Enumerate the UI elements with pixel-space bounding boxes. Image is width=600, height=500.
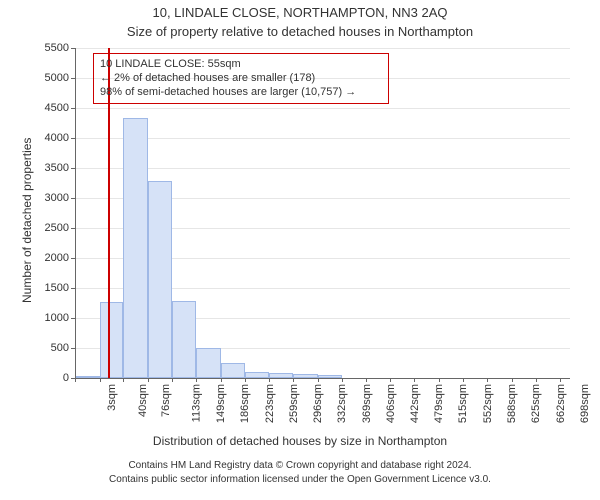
footer-line-1: Contains HM Land Registry data © Crown c…: [0, 460, 600, 471]
x-tick-mark: [390, 378, 391, 382]
x-tick-mark: [172, 378, 173, 382]
y-tick-label: 1000: [45, 312, 75, 324]
annotation-line-3: 98% of semi-detached houses are larger (…: [100, 86, 382, 100]
histogram-bar: [196, 348, 221, 378]
annotation-line-1: 10 LINDALE CLOSE: 55sqm: [100, 58, 382, 72]
chart-supertitle: 10, LINDALE CLOSE, NORTHAMPTON, NN3 2AQ: [0, 5, 600, 20]
y-tick-label: 0: [63, 372, 75, 384]
x-tick-mark: [560, 378, 561, 382]
y-tick-label: 3000: [45, 192, 75, 204]
y-tick-label: 5500: [45, 42, 75, 54]
x-tick-mark: [100, 378, 101, 382]
x-tick-label: 479sqm: [434, 384, 446, 423]
x-tick-label: 698sqm: [579, 384, 591, 423]
x-tick-label: 40sqm: [137, 384, 149, 417]
x-tick-label: 149sqm: [215, 384, 227, 423]
histogram-bar: [172, 301, 197, 378]
x-tick-label: 113sqm: [190, 384, 202, 422]
y-axis-label: Number of detached properties: [20, 138, 34, 303]
histogram-bar: [123, 118, 148, 378]
y-tick-label: 3500: [45, 162, 75, 174]
x-tick-mark: [414, 378, 415, 382]
x-tick-mark: [342, 378, 343, 382]
x-tick-mark: [221, 378, 222, 382]
x-tick-label: 296sqm: [312, 384, 324, 423]
y-tick-label: 4000: [45, 132, 75, 144]
x-tick-label: 625sqm: [530, 384, 542, 423]
x-tick-label: 369sqm: [361, 384, 373, 423]
x-tick-mark: [75, 378, 76, 382]
x-tick-label: 76sqm: [160, 384, 172, 417]
y-tick-label: 2000: [45, 252, 75, 264]
x-tick-label: 588sqm: [506, 384, 518, 423]
y-tick-label: 500: [51, 342, 75, 354]
x-tick-label: 223sqm: [264, 384, 276, 423]
x-tick-mark: [512, 378, 513, 382]
x-tick-label: 3sqm: [106, 384, 118, 411]
y-tick-label: 1500: [45, 282, 75, 294]
chart-title: Size of property relative to detached ho…: [0, 24, 600, 39]
x-tick-mark: [293, 378, 294, 382]
x-tick-mark: [366, 378, 367, 382]
x-tick-mark: [439, 378, 440, 382]
grid-line: [75, 138, 570, 139]
y-tick-label: 5000: [45, 72, 75, 84]
grid-line: [75, 48, 570, 49]
footer-line-2: Contains public sector information licen…: [0, 474, 600, 485]
x-tick-mark: [196, 378, 197, 382]
x-tick-mark: [245, 378, 246, 382]
x-tick-label: 259sqm: [288, 384, 300, 423]
x-tick-mark: [536, 378, 537, 382]
annotation-line-2: ← 2% of detached houses are smaller (178…: [100, 72, 382, 86]
x-tick-label: 662sqm: [555, 384, 567, 423]
x-tick-label: 406sqm: [385, 384, 397, 423]
x-tick-mark: [463, 378, 464, 382]
grid-line: [75, 168, 570, 169]
x-tick-mark: [487, 378, 488, 382]
histogram-bar: [148, 181, 172, 378]
x-tick-mark: [123, 378, 124, 382]
chart-stage: 10, LINDALE CLOSE, NORTHAMPTON, NN3 2AQ …: [0, 0, 600, 500]
x-tick-label: 552sqm: [482, 384, 494, 423]
x-tick-mark: [148, 378, 149, 382]
x-tick-label: 442sqm: [409, 384, 421, 423]
x-tick-label: 515sqm: [457, 384, 469, 423]
y-tick-label: 4500: [45, 102, 75, 114]
x-axis-line: [75, 378, 570, 379]
histogram-bar: [100, 302, 124, 378]
grid-line: [75, 108, 570, 109]
x-tick-label: 186sqm: [239, 384, 251, 423]
annotation-box: 10 LINDALE CLOSE: 55sqm ← 2% of detached…: [93, 53, 389, 104]
x-tick-mark: [318, 378, 319, 382]
histogram-bar: [221, 363, 245, 378]
x-tick-mark: [269, 378, 270, 382]
x-axis-label: Distribution of detached houses by size …: [0, 434, 600, 448]
y-axis-line: [75, 48, 76, 378]
y-tick-label: 2500: [45, 222, 75, 234]
x-tick-label: 332sqm: [336, 384, 348, 423]
